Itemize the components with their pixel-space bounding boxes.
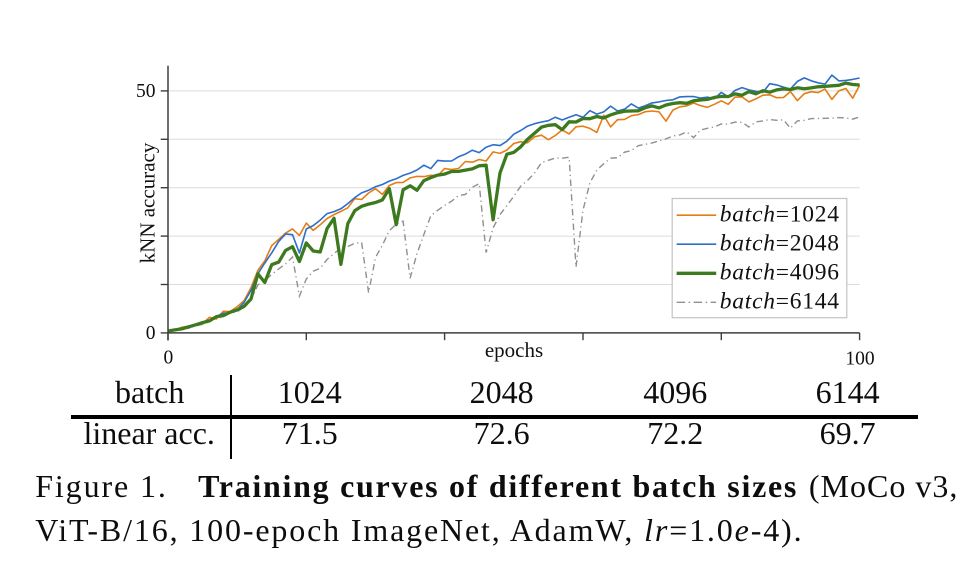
svg-text:0: 0: [164, 348, 174, 369]
svg-text:batch=1024: batch=1024: [720, 202, 840, 228]
svg-text:batch=2048: batch=2048: [720, 231, 840, 257]
svg-text:50: 50: [136, 81, 156, 102]
svg-text:batch=6144: batch=6144: [720, 289, 840, 315]
svg-text:0: 0: [146, 323, 156, 344]
svg-text:100: 100: [845, 349, 874, 370]
svg-text:kNN accuracy: kNN accuracy: [135, 142, 159, 263]
svg-text:batch=4096: batch=4096: [720, 260, 840, 286]
svg-text:epochs: epochs: [485, 338, 543, 362]
